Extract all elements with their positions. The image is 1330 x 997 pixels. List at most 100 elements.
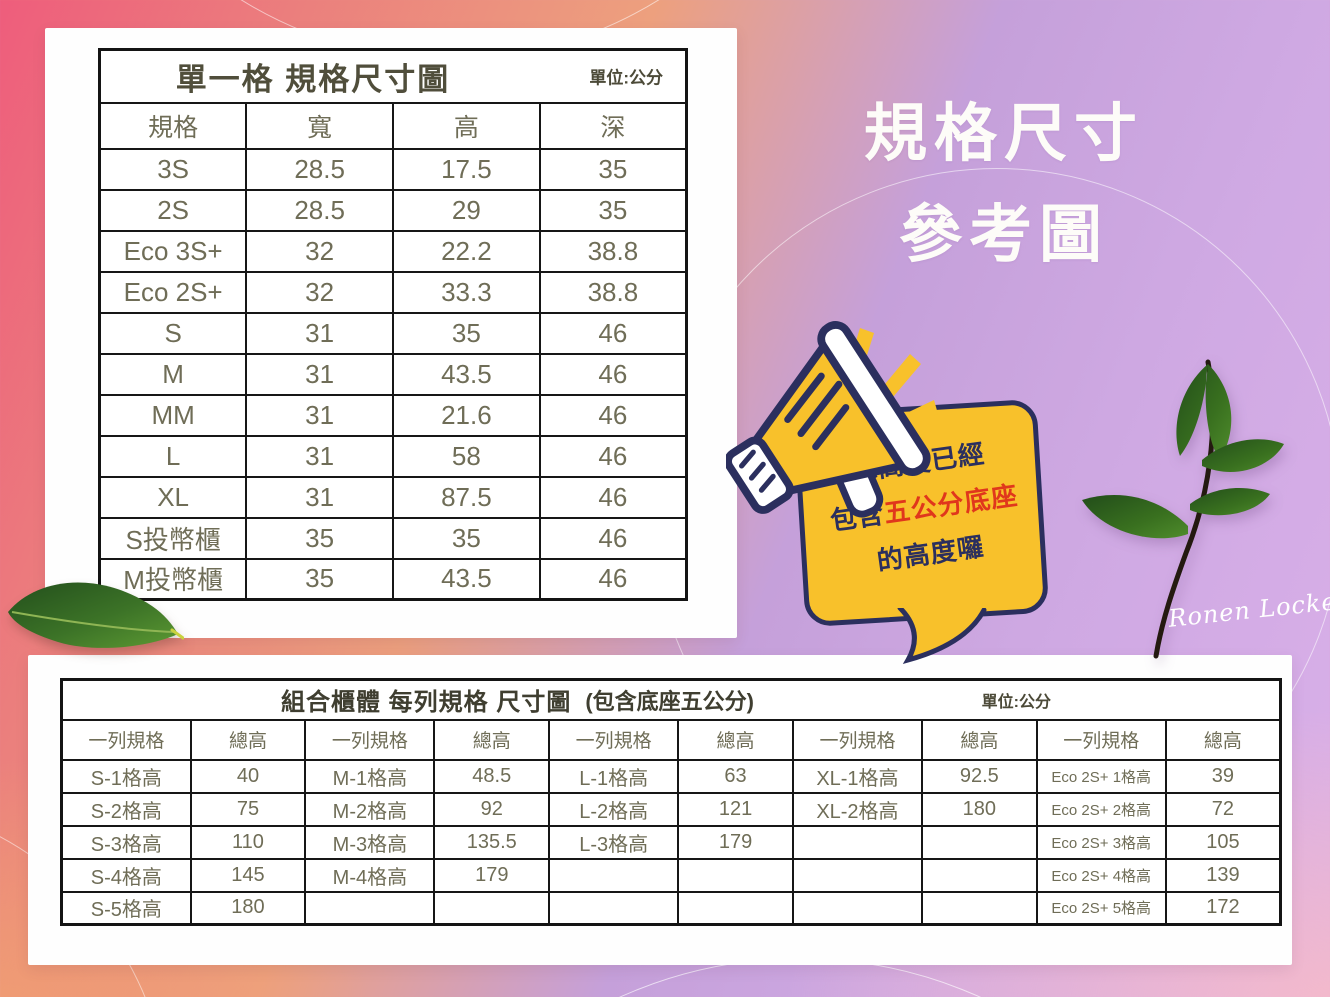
- table-cell: 22.2: [392, 229, 541, 273]
- table-cell: 179: [677, 824, 794, 860]
- table-cell: [677, 857, 794, 893]
- table-cell: 110: [189, 824, 307, 860]
- table-cell: 總高: [921, 718, 1038, 761]
- table-cell: M: [98, 352, 248, 396]
- table-cell: [677, 890, 794, 926]
- table-cell: 31: [245, 475, 394, 519]
- table-cell: [791, 857, 924, 893]
- table-cell: 28.5: [245, 188, 394, 232]
- table-cell: Eco 2S+: [98, 270, 248, 314]
- megaphone-icon: [726, 321, 931, 518]
- table-cell: S投幣櫃: [98, 516, 248, 560]
- table-cell: 深: [538, 101, 688, 150]
- table-cell: 40: [189, 758, 307, 794]
- table-cell: 180: [189, 890, 307, 926]
- table-cell: M-2格高: [304, 791, 436, 827]
- table-cell: Eco 3S+: [98, 229, 248, 273]
- combo-table-unit: 單位:公分: [981, 693, 1051, 711]
- table-cell: 179: [433, 857, 551, 893]
- table-cell: Eco 2S+ 5格高: [1035, 890, 1167, 926]
- table-cell: 32: [245, 229, 394, 273]
- table-cell: 75: [189, 791, 307, 827]
- table-cell: [791, 824, 924, 860]
- table-cell: 46: [538, 475, 688, 519]
- table-cell: 31: [245, 434, 394, 478]
- table-cell: 31: [245, 393, 394, 437]
- table-cell: 180: [921, 791, 1038, 827]
- table-cell: [433, 890, 551, 926]
- table-cell: 121: [677, 791, 794, 827]
- table-cell: 39: [1164, 758, 1282, 794]
- table-cell: 3S: [98, 147, 248, 191]
- table-cell: [304, 890, 436, 926]
- table-cell: L-2格高: [548, 791, 680, 827]
- combo-table-title-cell: 組合櫃體 每列規格 尺寸圖 (包含底座五公分) 單位:公分: [60, 678, 1282, 721]
- page-title-line1: 規格尺寸: [864, 99, 1144, 169]
- table-cell: 32: [245, 270, 394, 314]
- table-cell: S-3格高: [60, 824, 192, 860]
- table-cell: 46: [538, 352, 688, 396]
- table-cell: 總高: [677, 718, 794, 761]
- table-cell: 一列規格: [1035, 718, 1167, 761]
- table-cell: 46: [538, 311, 688, 355]
- table-cell: 總高: [189, 718, 307, 761]
- leaf-icon: [8, 582, 184, 648]
- table-cell: 105: [1164, 824, 1282, 860]
- table-cell: 46: [538, 516, 688, 560]
- table-cell: S-1格高: [60, 758, 192, 794]
- table-cell: Eco 2S+ 3格高: [1035, 824, 1167, 860]
- combo-spec-panel: 組合櫃體 每列規格 尺寸圖 (包含底座五公分) 單位:公分 一列規格 總高 一列規格 總高一…: [28, 655, 1292, 965]
- speech-bubble-tail: [897, 608, 987, 665]
- table-cell: Eco 2S+ 2格高: [1035, 791, 1167, 827]
- table-cell: 規格: [98, 101, 248, 150]
- table-cell: 145: [189, 857, 307, 893]
- table-cell: 35: [392, 311, 541, 355]
- table-cell: 29: [392, 188, 541, 232]
- table-cell: M-1格高: [304, 758, 436, 794]
- table-cell: 35: [538, 147, 688, 191]
- table-cell: L-3格高: [548, 824, 680, 860]
- table-cell: 135.5: [433, 824, 551, 860]
- table-cell: 35: [245, 516, 394, 560]
- table-cell: XL-1格高: [791, 758, 924, 794]
- table-cell: 46: [538, 434, 688, 478]
- table-cell: L: [98, 434, 248, 478]
- combo-spec-table: 組合櫃體 每列規格 尺寸圖 (包含底座五公分) 單位:公分 一列規格 總高 一列規格 總高一…: [60, 678, 1282, 926]
- table-cell: [548, 857, 680, 893]
- table-cell: 31: [245, 311, 394, 355]
- table-cell: MM: [98, 393, 248, 437]
- table-cell: 43.5: [392, 557, 541, 601]
- table-cell: 38.8: [538, 229, 688, 273]
- single-spec-table: 單一格 規格尺寸圖 單位:公分 規格寬高深 3S 28.5 17.5 35 2S 28.5 29 3…: [98, 48, 688, 601]
- single-table-title: 單一格 規格尺寸圖: [175, 61, 451, 97]
- table-cell: S: [98, 311, 248, 355]
- single-table-unit: 單位:公分: [589, 68, 663, 88]
- table-cell: [548, 890, 680, 926]
- table-cell: 46: [538, 393, 688, 437]
- table-cell: 一列規格: [304, 718, 436, 761]
- table-cell: 2S: [98, 188, 248, 232]
- single-table-title-cell: 單一格 規格尺寸圖 單位:公分: [98, 48, 688, 104]
- table-cell: [921, 890, 1038, 926]
- table-cell: M-4格高: [304, 857, 436, 893]
- table-cell: 43.5: [392, 352, 541, 396]
- table-cell: Eco 2S+ 4格高: [1035, 857, 1167, 893]
- table-cell: 31: [245, 352, 394, 396]
- table-cell: 35: [245, 557, 394, 601]
- table-cell: 87.5: [392, 475, 541, 519]
- table-cell: 總高: [433, 718, 551, 761]
- table-cell: [791, 890, 924, 926]
- table-cell: 58: [392, 434, 541, 478]
- table-cell: 72: [1164, 791, 1282, 827]
- table-cell: 172: [1164, 890, 1282, 926]
- page-title-line2: 參考圖: [899, 199, 1109, 270]
- table-cell: S-5格高: [60, 890, 192, 926]
- table-cell: 38.8: [538, 270, 688, 314]
- table-cell: 92: [433, 791, 551, 827]
- table-cell: 139: [1164, 857, 1282, 893]
- table-cell: 35: [538, 188, 688, 232]
- table-cell: 28.5: [245, 147, 394, 191]
- table-cell: XL-2格高: [791, 791, 924, 827]
- plant-sprig-icon: [1082, 359, 1284, 659]
